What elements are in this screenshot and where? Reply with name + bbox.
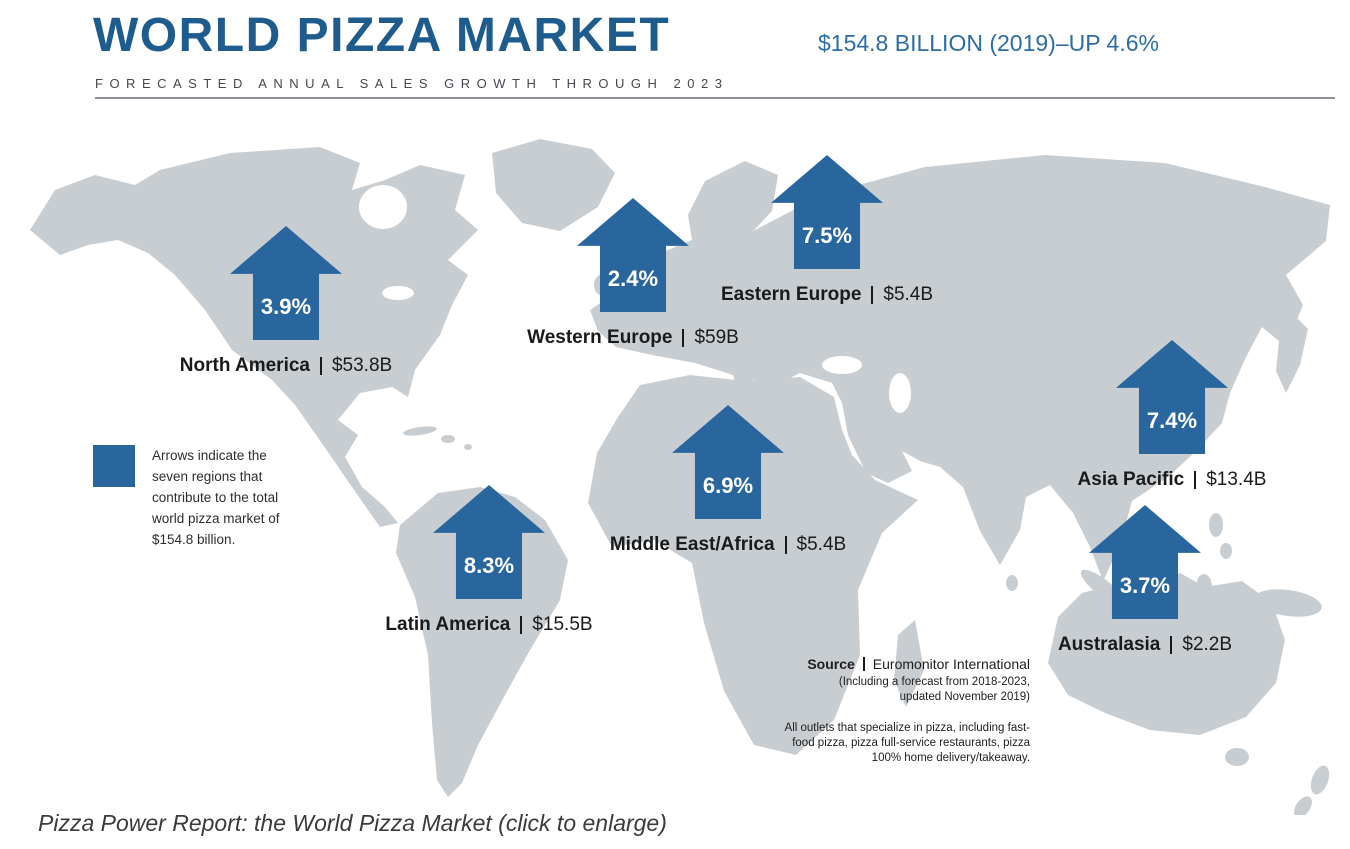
growth-arrow-asia-pacific: 7.4% [1116, 340, 1228, 454]
figure-caption: Pizza Power Report: the World Pizza Mark… [38, 810, 667, 836]
separator-bar [319, 357, 322, 375]
growth-arrow-latin-america: 8.3% [433, 485, 545, 599]
continent-australia [1048, 573, 1285, 735]
header-divider [95, 97, 1335, 99]
continent-africa [588, 375, 918, 755]
region-market-value: $15.5B [532, 614, 593, 635]
separator-bar [862, 657, 865, 671]
growth-percent: 7.4% [1146, 407, 1198, 433]
japan [1276, 315, 1308, 393]
region-market-value: $5.4B [883, 284, 934, 305]
region-label: Latin America $15.5B [385, 614, 592, 636]
region-north-america: 3.9% North America $53.8B [116, 226, 456, 377]
region-label: Western Europe $59B [527, 327, 739, 349]
separator-bar [682, 329, 685, 347]
region-latin-america: 8.3% Latin America $15.5B [319, 485, 659, 636]
legend-text: Arrows indicate the seven regions that c… [152, 448, 280, 547]
hudson-bay [359, 185, 407, 229]
region-market-value: $13.4B [1206, 469, 1267, 490]
region-label: Asia Pacific $13.4B [1078, 469, 1267, 491]
region-australasia: 3.7% Australasia $2.2B [975, 505, 1315, 656]
growth-arrow-australasia: 3.7% [1089, 505, 1201, 619]
greenland [492, 139, 615, 231]
source-line: Source Euromonitor International [760, 656, 1030, 672]
source-note: (Including a forecast from 2018-2023, up… [838, 676, 1030, 703]
tasmania [1225, 748, 1249, 766]
continent-south-america [396, 487, 568, 797]
growth-arrow-eastern-europe: 7.5% [771, 155, 883, 269]
growth-percent: 7.5% [801, 222, 853, 248]
growth-arrow-north-america: 3.9% [230, 226, 342, 340]
region-name: Australasia [1057, 634, 1161, 655]
region-eastern-europe: 7.5% Eastern Europe $5.4B [657, 155, 997, 306]
legend-swatch [93, 445, 135, 487]
region-name: North America [179, 355, 310, 376]
source-name: Euromonitor International [872, 656, 1030, 672]
growth-arrow-middle-east-africa: 6.9% [672, 405, 784, 519]
region-label: Eastern Europe $5.4B [721, 284, 933, 306]
region-name: Middle East/Africa [609, 534, 775, 555]
separator-bar [1170, 636, 1173, 654]
growth-percent: 3.7% [1119, 572, 1171, 598]
region-middle-east-africa: 6.9% Middle East/Africa $5.4B [558, 405, 898, 556]
separator-bar [784, 536, 787, 554]
separator-bar [871, 286, 874, 304]
region-name: Asia Pacific [1077, 469, 1185, 490]
separator-bar [520, 616, 523, 634]
source-label: Source [807, 656, 855, 672]
total-market-stat: $154.8 BILLION (2019)–UP 4.6% [818, 30, 1159, 56]
region-name: Western Europe [527, 327, 673, 348]
legend: Arrows indicate the seven regions that c… [93, 445, 286, 550]
growth-percent: 6.9% [702, 472, 754, 498]
region-market-value: $53.8B [331, 355, 393, 376]
continent-eurasia [590, 155, 1330, 581]
region-market-value: $5.4B [796, 534, 847, 555]
separator-bar [1194, 471, 1197, 489]
region-label: North America $53.8B [180, 355, 392, 377]
region-market-value: $59B [694, 327, 739, 348]
region-label: Middle East/Africa $5.4B [610, 534, 846, 556]
region-name: Latin America [385, 614, 511, 635]
growth-percent: 2.4% [607, 265, 659, 291]
growth-percent: 8.3% [463, 552, 515, 578]
region-market-value: $2.2B [1182, 634, 1233, 655]
growth-percent: 3.9% [260, 293, 312, 319]
new-zealand-south [1294, 796, 1312, 815]
black-sea [822, 356, 862, 374]
region-name: Eastern Europe [720, 284, 862, 305]
source-block: Source Euromonitor International (Includ… [760, 656, 1030, 766]
region-label: Australasia $2.2B [1058, 634, 1232, 656]
new-zealand-north [1310, 765, 1330, 795]
madagascar [894, 620, 924, 707]
source-scope: All outlets that specialize in pizza, in… [784, 722, 1030, 764]
great-lakes [382, 286, 414, 300]
region-western-europe: 2.4% Western Europe $59B [463, 198, 803, 349]
sri-lanka [1006, 575, 1018, 591]
page-subtitle: FORECASTED ANNUAL SALES GROWTH THROUGH 2… [95, 76, 729, 91]
page-title: WORLD PIZZA MARKET [93, 9, 671, 62]
region-asia-pacific: 7.4% Asia Pacific $13.4B [1002, 340, 1342, 491]
caspian-sea [889, 373, 911, 413]
